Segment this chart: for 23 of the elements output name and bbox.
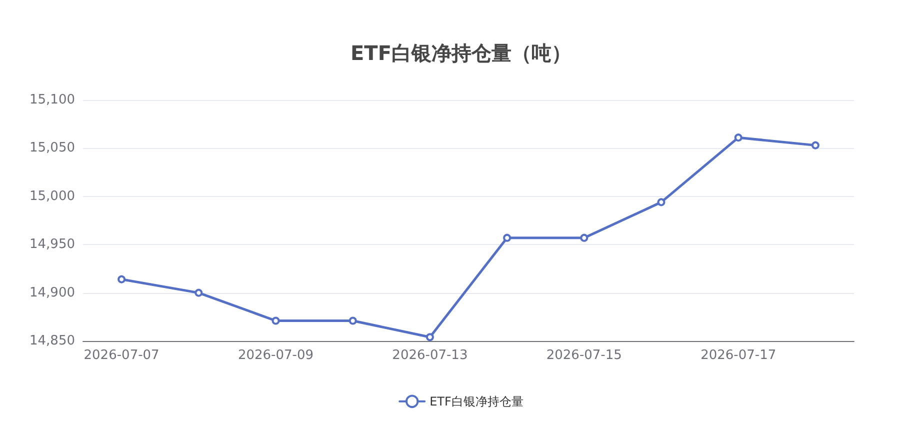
y-tick-label: 14,850 xyxy=(30,334,75,348)
point xyxy=(811,141,820,150)
y-tick-label: 15,100 xyxy=(30,92,75,108)
x-tick-label: 2026-07-13 xyxy=(392,348,468,363)
point xyxy=(580,234,588,242)
point xyxy=(348,316,357,325)
x-tick-label: 2026-07-07 xyxy=(84,348,160,363)
point xyxy=(503,234,512,242)
chart-title: ETF白银净持仓量（吨） xyxy=(350,41,572,65)
x-tick-label: 2026-07-15 xyxy=(546,348,622,363)
y-tick-label: 14,900 xyxy=(30,285,75,300)
point xyxy=(734,134,742,142)
y-tick-label: 15,050 xyxy=(30,140,75,156)
y-tick-label: 15,000 xyxy=(30,188,75,204)
point xyxy=(194,288,203,297)
point xyxy=(426,333,434,342)
legend-label: ETF白银净持仓量 xyxy=(430,394,524,408)
x-tick-label: 2026-07-09 xyxy=(238,348,314,363)
x-tick-label: 2026-07-17 xyxy=(700,348,776,363)
point xyxy=(657,198,666,206)
y-tick-label: 14,950 xyxy=(30,237,75,252)
point xyxy=(272,316,280,325)
point xyxy=(118,275,126,284)
